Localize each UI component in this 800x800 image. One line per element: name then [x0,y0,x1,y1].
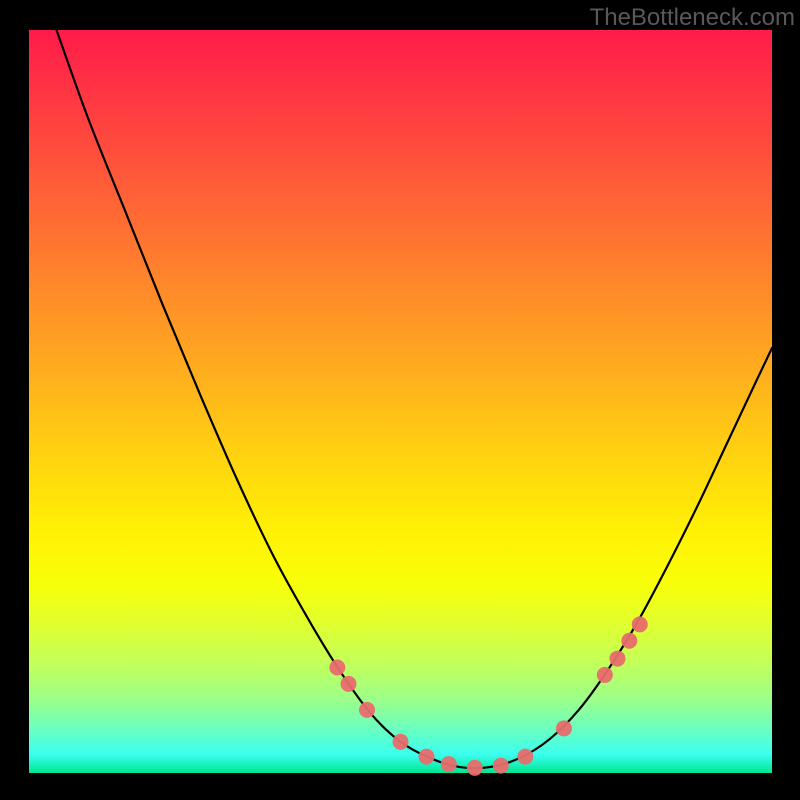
curve-marker [441,756,457,772]
watermark-text: TheBottleneck.com [590,4,795,32]
curve-marker [597,667,613,683]
curve-marker [340,676,356,692]
bottleneck-chart [0,0,800,800]
curve-marker [621,633,637,649]
curve-marker [359,702,375,718]
curve-marker [556,720,572,736]
curve-marker [329,659,345,675]
curve-marker [493,758,509,774]
curve-marker [517,749,533,765]
curve-marker [632,616,648,632]
curve-marker [609,651,625,667]
curve-marker [467,760,483,776]
curve-marker [419,749,435,765]
chart-background [29,30,772,773]
curve-marker [393,734,409,750]
